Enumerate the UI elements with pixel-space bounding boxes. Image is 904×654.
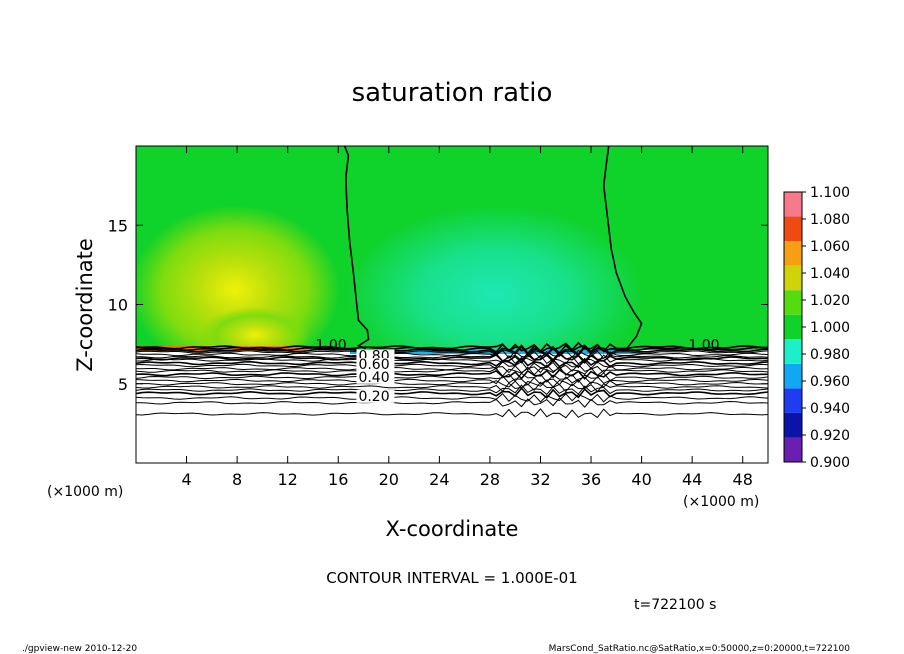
contour-line-vertical [343,146,370,350]
colorbar-segment [784,216,802,242]
colorbar-segment [784,412,802,438]
contour-line-vertical [602,146,643,350]
colorbar-segment [784,314,802,340]
contour-label: 1.00 [688,337,719,353]
contour-interval-note: CONTOUR INTERVAL = 1.000E-01 [326,569,577,587]
contour-label-bg [356,358,395,372]
contour-line [136,379,768,389]
x-unit-left: (×1000 m) [47,484,123,500]
contour-label-bg [356,389,395,403]
x-tick-label: 16 [328,470,348,489]
contour-line [136,352,768,365]
colorbar-label: 0.940 [810,401,850,417]
contour-label-bg [356,370,395,384]
contour-line [136,356,768,369]
colorbar-segment [784,241,802,266]
x-tick-label: 4 [181,470,191,489]
colorbar-label: 0.900 [810,455,850,471]
y-tick-label: 15 [108,216,128,235]
colorbar-label: 0.960 [810,374,850,390]
colorbar: 0.900 0.920 0.940 0.960 0.980 1.000 1.020 1.040… [783,185,850,471]
x-tick-label: 24 [429,470,449,489]
colorbar-label: 1.000 [810,320,850,336]
contour-line [136,354,768,365]
colorbar-segment [784,265,802,291]
footer-left: ./gpview-new 2010-12-20 [22,644,137,654]
plot-area [136,146,768,463]
y-tick-label: 10 [108,296,128,315]
colorbar-segment [784,290,802,315]
x-tick-label: 20 [379,470,399,489]
x-tick-label: 44 [682,470,702,489]
subsaturated-region [345,205,645,385]
colorbar-label: 1.060 [810,239,850,255]
x-unit-right: (×1000 m) [683,494,759,510]
time-label: t=722100 s [634,597,716,613]
x-tick-label: 8 [232,470,242,489]
contour-line [136,368,768,380]
colorbar-label: 1.040 [810,266,850,282]
contour-label: 1.00 [315,337,346,353]
contour-line [136,384,768,396]
contour-line [136,392,768,403]
contour-label: 0.20 [358,389,389,405]
x-tick-label: 40 [631,470,651,489]
colorbar-label: 0.980 [810,347,850,363]
colorbar-segment [784,339,802,364]
contour-label: 0.60 [358,357,389,373]
contour-lines [136,146,768,419]
y-axis-label: Z-coordinate [73,238,97,372]
chart-title: saturation ratio [352,78,553,108]
contour-line [136,341,768,353]
contour-line [136,375,768,386]
x-tick-label: 48 [733,470,753,489]
colorbar-label: 1.100 [810,185,850,201]
colorbar-label: 1.020 [810,293,850,309]
contour-line [136,381,768,393]
contour-line [136,397,768,408]
colorbar-segment [784,363,802,389]
colorbar-segment [784,192,802,217]
contour-line [136,386,768,399]
contour-line [136,346,768,357]
x-axis: 4 8 12 16 20 24 28 32 36 40 44 48 [181,146,753,489]
contour-label: 0.40 [358,370,389,386]
colorbar-label: 0.920 [810,428,850,444]
x-tick-label: 32 [530,470,550,489]
contour-line [136,408,768,419]
footer-right: MarsCond_SatRatio.nc@SatRatio,x=0:50000,… [549,644,851,654]
contour-line [136,372,768,383]
x-tick-label: 36 [581,470,601,489]
colorbar-segment [784,437,802,462]
y-tick-label: 5 [118,375,128,394]
x-tick-label: 12 [278,470,298,489]
unsaturated-layer [136,350,768,463]
x-axis-label: X-coordinate [386,517,519,541]
contour-labels: 1.00 1.000.800.600.400.20 [315,337,719,405]
y-axis: 5 10 15 [108,216,768,394]
contour-line [136,366,768,377]
contour-line [136,351,768,362]
colorbar-label: 1.080 [810,212,850,228]
contour-line [136,363,768,374]
contour-line [136,360,768,371]
colorbar-segment [784,388,802,413]
x-tick-label: 28 [480,470,500,489]
